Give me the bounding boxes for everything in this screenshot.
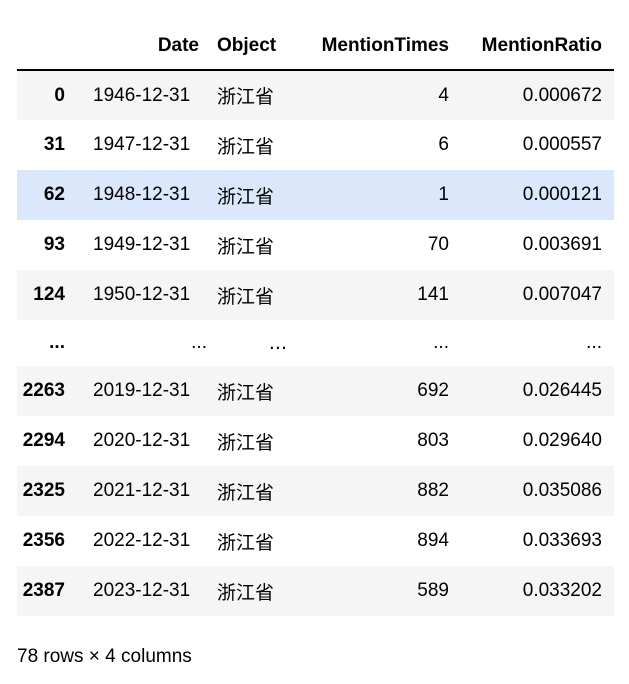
row-index: 2263: [22, 380, 65, 401]
cell-mention-ratio: 0.007047: [522, 284, 602, 305]
column-header-object: Object: [211, 22, 295, 71]
cell-object: 浙江省: [217, 86, 275, 108]
cell-date: 1950-12-31: [93, 284, 191, 305]
row-index: 31: [43, 134, 65, 155]
cell-date: 2023-12-31: [93, 580, 191, 601]
row-index: 2325: [22, 480, 65, 501]
dataframe-shape-summary: 78 rows × 4 columns: [17, 646, 192, 667]
dataframe-table: Date Object MentionTimes MentionRatio 0 …: [17, 22, 614, 616]
cell-object: 浙江省: [217, 581, 275, 604]
row-index: 62: [43, 184, 65, 205]
cell-mention-times: ...: [433, 332, 449, 353]
cell-mention-times: 894: [417, 530, 449, 551]
cell-mention-times: 6: [438, 134, 449, 155]
cell-object: 浙江省: [217, 481, 275, 504]
table-row: 31 1947-12-31 浙江省 6 0.000557: [17, 120, 614, 170]
cell-mention-ratio: 0.003691: [522, 234, 602, 255]
cell-date: 2022-12-31: [93, 530, 191, 551]
cell-mention-ratio: 0.033693: [522, 530, 602, 551]
cell-mention-ratio: 0.000672: [522, 84, 602, 106]
cell-mention-ratio: 0.026445: [522, 380, 602, 401]
table-row: 124 1950-12-31 浙江省 141 0.007047: [17, 270, 614, 320]
cell-object: 浙江省: [217, 431, 275, 454]
table-row: 2294 2020-12-31 浙江省 803 0.029640: [17, 416, 614, 466]
cell-mention-times: 803: [417, 430, 449, 451]
cell-object: 浙江省: [217, 235, 275, 258]
table-row: 93 1949-12-31 浙江省 70 0.003691: [17, 220, 614, 270]
row-index: ...: [49, 332, 65, 353]
cell-mention-times: 882: [417, 480, 449, 501]
row-index: 93: [43, 234, 65, 255]
cell-date: 1946-12-31: [93, 84, 191, 106]
cell-object: ...: [268, 332, 287, 354]
cell-mention-ratio: 0.033202: [522, 580, 602, 601]
table-row: 2356 2022-12-31 浙江省 894 0.033693: [17, 516, 614, 566]
cell-mention-times: 141: [417, 284, 449, 305]
row-index: 2294: [22, 430, 65, 451]
row-index: 0: [54, 84, 65, 106]
column-header-mention-times: MentionTimes: [295, 22, 461, 71]
table-row: 2387 2023-12-31 浙江省 589 0.033202: [17, 566, 614, 616]
table-row: 2325 2021-12-31 浙江省 882 0.035086: [17, 466, 614, 516]
cell-date: 2019-12-31: [93, 380, 191, 401]
table-row: 0 1946-12-31 浙江省 4 0.000672: [17, 70, 614, 120]
header-row: Date Object MentionTimes MentionRatio: [17, 22, 614, 71]
row-index: 2356: [22, 530, 65, 551]
table-body: 0 1946-12-31 浙江省 4 0.000672 31 1947-12-3…: [17, 70, 614, 616]
table-header: Date Object MentionTimes MentionRatio: [17, 22, 614, 71]
cell-mention-times: 70: [427, 234, 449, 255]
cell-date: 1947-12-31: [93, 134, 191, 155]
table-row-highlighted: 62 1948-12-31 浙江省 1 0.000121: [17, 170, 614, 220]
row-index: 124: [33, 284, 65, 305]
cell-date: 2020-12-31: [93, 430, 191, 451]
column-header-index: [17, 22, 81, 71]
column-header-date: Date: [81, 22, 211, 71]
cell-mention-ratio: 0.000557: [522, 134, 602, 155]
cell-object: 浙江省: [217, 531, 275, 554]
column-header-mention-ratio: MentionRatio: [461, 22, 614, 71]
cell-object: 浙江省: [217, 381, 275, 404]
cell-mention-ratio: 0.035086: [522, 480, 602, 501]
cell-object: 浙江省: [217, 285, 275, 308]
dataframe-output: Date Object MentionTimes MentionRatio 0 …: [17, 22, 614, 616]
cell-object: 浙江省: [217, 185, 275, 208]
row-index: 2387: [22, 580, 65, 601]
cell-mention-times: 1: [438, 184, 449, 205]
cell-mention-times: 692: [417, 380, 449, 401]
cell-mention-ratio: ...: [586, 332, 602, 353]
cell-mention-ratio: 0.029640: [522, 430, 602, 451]
cell-mention-ratio: 0.000121: [522, 184, 602, 205]
table-row-ellipsis: ... ... ... ... ...: [17, 320, 614, 366]
table-row: 2263 2019-12-31 浙江省 692 0.026445: [17, 366, 614, 416]
cell-date: 1949-12-31: [93, 234, 191, 255]
cell-date: 2021-12-31: [93, 480, 191, 501]
cell-date: 1948-12-31: [93, 184, 191, 205]
cell-object: 浙江省: [217, 135, 275, 158]
cell-date: ...: [191, 332, 207, 353]
cell-mention-times: 589: [417, 580, 449, 601]
cell-mention-times: 4: [438, 84, 449, 106]
